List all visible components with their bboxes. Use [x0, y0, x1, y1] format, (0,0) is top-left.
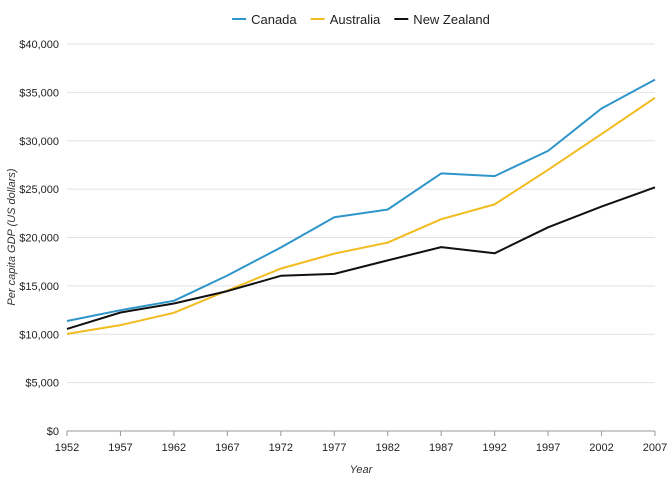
y-tick-label: $5,000 [25, 378, 59, 390]
y-tick-label: $30,000 [19, 136, 59, 148]
x-tick-label: 1957 [108, 442, 132, 454]
series-line-canada [66, 78, 656, 322]
y-tick-label: $0 [47, 426, 59, 438]
x-tick-label: 1987 [429, 442, 453, 454]
legend-item-canada[interactable]: Canada [232, 12, 297, 27]
series-line-new-zealand [66, 186, 656, 330]
x-tick-label: 1992 [482, 442, 506, 454]
x-tick-label: 1972 [269, 442, 293, 454]
grid-lines [67, 43, 655, 384]
x-tick-label: 1982 [375, 442, 399, 454]
series-line-australia [66, 96, 656, 335]
legend-item-australia[interactable]: Australia [310, 12, 381, 27]
y-tick-label: $20,000 [19, 233, 59, 245]
x-axis-title: Year [350, 464, 374, 476]
y-axis-ticks: $0 $5,000 $10,000 $15,000 $20,000 $25,000 $30,… [19, 39, 59, 438]
x-tick-label: 1967 [215, 442, 239, 454]
y-tick-label: $10,000 [19, 329, 59, 341]
x-tick-label: 1997 [536, 442, 560, 454]
legend: Canada Australia New Zealand [232, 12, 490, 27]
legend-label: Canada [251, 12, 297, 27]
y-tick-label: $35,000 [19, 87, 59, 99]
y-tick-label: $25,000 [19, 184, 59, 196]
x-tick-label: 1977 [322, 442, 346, 454]
x-axis-ticks: 1952 1957 1962 1967 1972 1977 1982 1987 1992 1997… [55, 431, 667, 454]
y-tick-label: $15,000 [19, 281, 59, 293]
legend-item-new-zealand[interactable]: New Zealand [394, 12, 490, 27]
y-tick-label: $40,000 [19, 39, 59, 51]
series-lines [66, 78, 656, 335]
x-tick-label: 1952 [55, 442, 79, 454]
legend-label: New Zealand [413, 12, 490, 27]
x-tick-label: 2002 [589, 442, 613, 454]
legend-label: Australia [330, 12, 381, 27]
x-tick-label: 1962 [162, 442, 186, 454]
x-tick-label: 2007 [643, 442, 667, 454]
y-axis-title: Per capita GDP (US dollars) [6, 168, 18, 305]
